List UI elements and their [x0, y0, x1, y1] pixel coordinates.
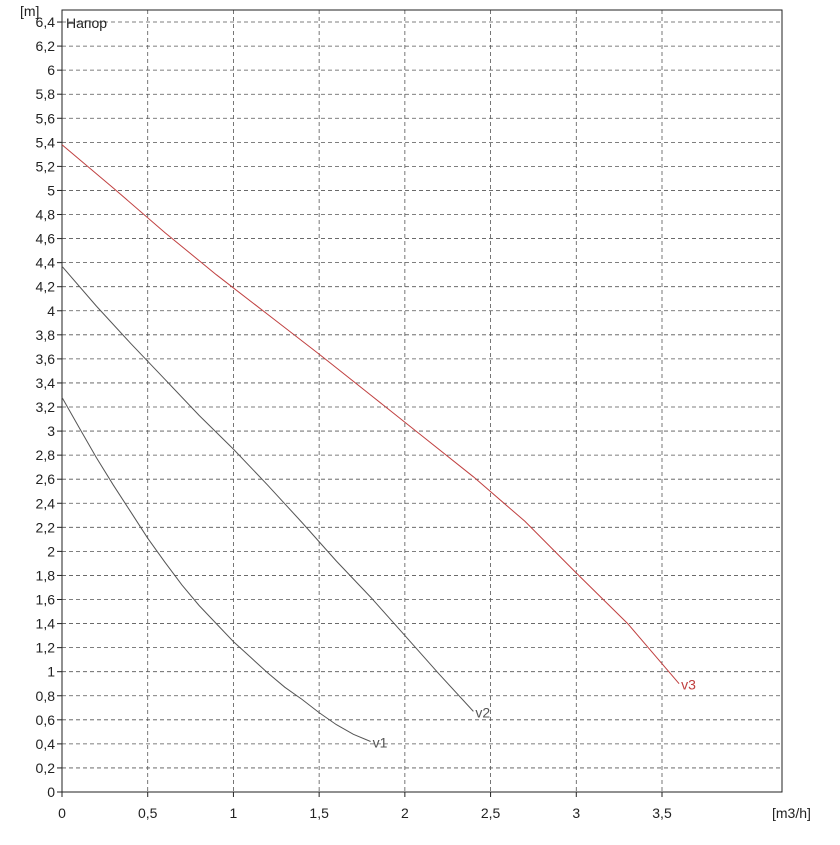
grid-layer	[62, 10, 782, 792]
y-tick-label: 6	[47, 62, 55, 78]
y-tick-label: 2	[47, 543, 55, 559]
y-tick-label: 3,6	[36, 351, 56, 367]
y-tick-label: 4,8	[36, 207, 56, 223]
series-line-v3	[61, 144, 680, 685]
chart-title: Напор	[66, 15, 107, 31]
series-label-v1: v1	[373, 734, 388, 750]
x-tick-label: 2,5	[481, 805, 501, 821]
x-tick-label: 2	[401, 805, 409, 821]
y-tick-label: 5	[47, 182, 55, 198]
y-tick-label: 5,2	[36, 158, 56, 174]
y-tick-label: 4,2	[36, 279, 56, 295]
y-tick-label: 0,2	[36, 760, 56, 776]
y-tick-label: 3,4	[36, 375, 56, 391]
y-tick-label: 1,4	[36, 616, 56, 632]
y-tick-label: 3	[47, 423, 55, 439]
y-tick-label: 0,8	[36, 688, 56, 704]
y-tick-label: 2,2	[36, 519, 56, 535]
y-tick-label: 5,4	[36, 134, 56, 150]
y-tick-label: 0	[47, 784, 55, 800]
x-tick-label: 3	[572, 805, 580, 821]
y-tick-label: 2,4	[36, 495, 56, 511]
series-line-v1	[61, 397, 371, 742]
y-tick-label: 5,6	[36, 110, 56, 126]
x-tick-label: 0	[58, 805, 66, 821]
x-tick-label: 1,5	[309, 805, 329, 821]
series-layer: v1 v2 v3	[61, 144, 696, 750]
y-tick-label: 3,2	[36, 399, 56, 415]
y-tick-label: 3,8	[36, 327, 56, 343]
y-tick-label: 5,8	[36, 86, 56, 102]
series-label-v2: v2	[475, 704, 490, 720]
y-tick-label: 2,8	[36, 447, 56, 463]
y-tick-label: 4	[47, 303, 55, 319]
y-tick-label: 4,4	[36, 255, 56, 271]
y-tick-label: 1,6	[36, 592, 56, 608]
x-tick-label: 1	[230, 805, 238, 821]
y-tick-label: 1	[47, 664, 55, 680]
y-tick-label: 0,4	[36, 736, 56, 752]
y-tick-label: 1,2	[36, 640, 56, 656]
y-tick-label: 1,8	[36, 567, 56, 583]
y-axis-label: [m]	[20, 3, 39, 19]
plot-frame	[61, 9, 783, 793]
x-tick-label: 3,5	[652, 805, 672, 821]
series-line-v2	[61, 265, 474, 712]
y-tick-label: 6,2	[36, 38, 56, 54]
y-tick-label: 2,6	[36, 471, 56, 487]
series-label-v3: v3	[681, 677, 696, 693]
y-tick-label: 6,4	[36, 14, 56, 30]
ticks-layer: 0 0,2 0,4 0,6 0,8 1 1,2 1,4 1,6 1,8 2 2,2 2,4 2,6 2,8 3…	[36, 14, 672, 821]
y-tick-label: 4,6	[36, 231, 56, 247]
x-axis-label: [m3/h]	[772, 805, 811, 821]
y-tick-label: 0,6	[36, 712, 56, 728]
x-tick-label: 0,5	[138, 805, 158, 821]
